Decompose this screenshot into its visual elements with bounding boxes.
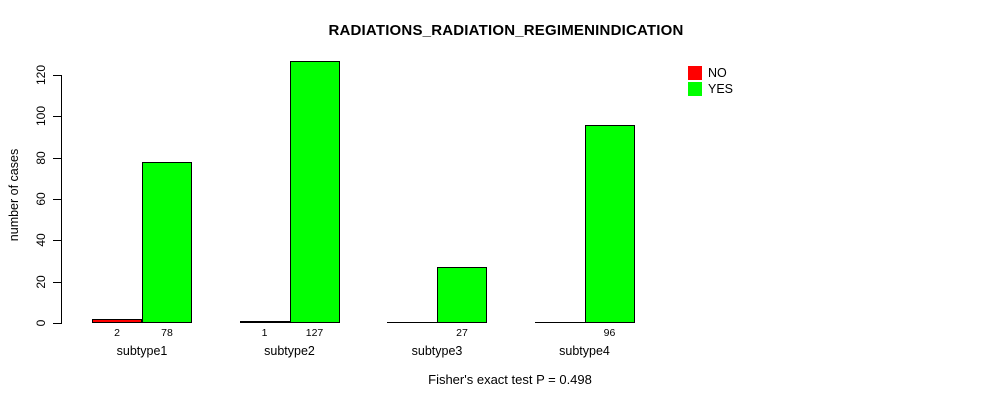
bar-yes-subtype4 bbox=[584, 125, 635, 323]
y-tick-label: 20 bbox=[34, 274, 48, 289]
y-tick-label: 100 bbox=[34, 106, 48, 127]
category-label-subtype2: subtype2 bbox=[264, 344, 315, 358]
bar-value-label: 2 bbox=[114, 327, 120, 339]
y-tick-mark bbox=[53, 281, 61, 283]
y-tick-mark bbox=[53, 199, 61, 200]
bar-no-subtype4 bbox=[534, 322, 585, 323]
bar-yes-subtype2 bbox=[289, 61, 340, 323]
bar-no-subtype3 bbox=[387, 322, 437, 323]
y-tick-mark bbox=[53, 157, 61, 159]
legend-swatch-no bbox=[688, 66, 702, 80]
category-label-subtype1: subtype1 bbox=[116, 344, 168, 358]
y-tick-label: 60 bbox=[34, 192, 48, 206]
bar-no-subtype2 bbox=[239, 321, 290, 323]
bar-value-label: 27 bbox=[456, 327, 468, 339]
y-tick-mark bbox=[53, 240, 61, 242]
footnote-text: Fisher's exact test P = 0.498 bbox=[428, 372, 592, 387]
y-tick-label: 0 bbox=[34, 319, 48, 327]
legend-label: NO bbox=[708, 66, 727, 80]
legend: NO YES bbox=[688, 65, 733, 97]
y-axis-label: number of cases bbox=[7, 148, 21, 242]
legend-item-no: NO bbox=[688, 65, 733, 81]
bar-value-label: 127 bbox=[305, 327, 324, 339]
y-tick-mark bbox=[53, 116, 61, 118]
y-tick-mark bbox=[53, 323, 61, 324]
y-tick-label: 120 bbox=[34, 64, 48, 86]
y-axis-line bbox=[61, 75, 62, 324]
y-tick-label: 80 bbox=[34, 150, 48, 165]
bar-yes-subtype3 bbox=[437, 267, 487, 323]
bar-yes-subtype1 bbox=[142, 162, 192, 323]
bar-no-subtype1 bbox=[92, 319, 142, 323]
legend-swatch-yes bbox=[688, 82, 702, 96]
chart-title: RADIATIONS_RADIATION_REGIMENINDICATION bbox=[328, 22, 684, 39]
bar-value-label: 78 bbox=[161, 327, 173, 339]
bar-value-label: 96 bbox=[603, 327, 616, 339]
category-label-subtype4: subtype4 bbox=[559, 344, 610, 358]
y-tick-label: 40 bbox=[34, 233, 48, 248]
category-label-subtype3: subtype3 bbox=[411, 344, 463, 358]
bar-value-label: 1 bbox=[261, 327, 268, 339]
legend-item-yes: YES bbox=[688, 81, 733, 97]
y-tick-mark bbox=[53, 75, 61, 76]
legend-label: YES bbox=[708, 82, 734, 96]
